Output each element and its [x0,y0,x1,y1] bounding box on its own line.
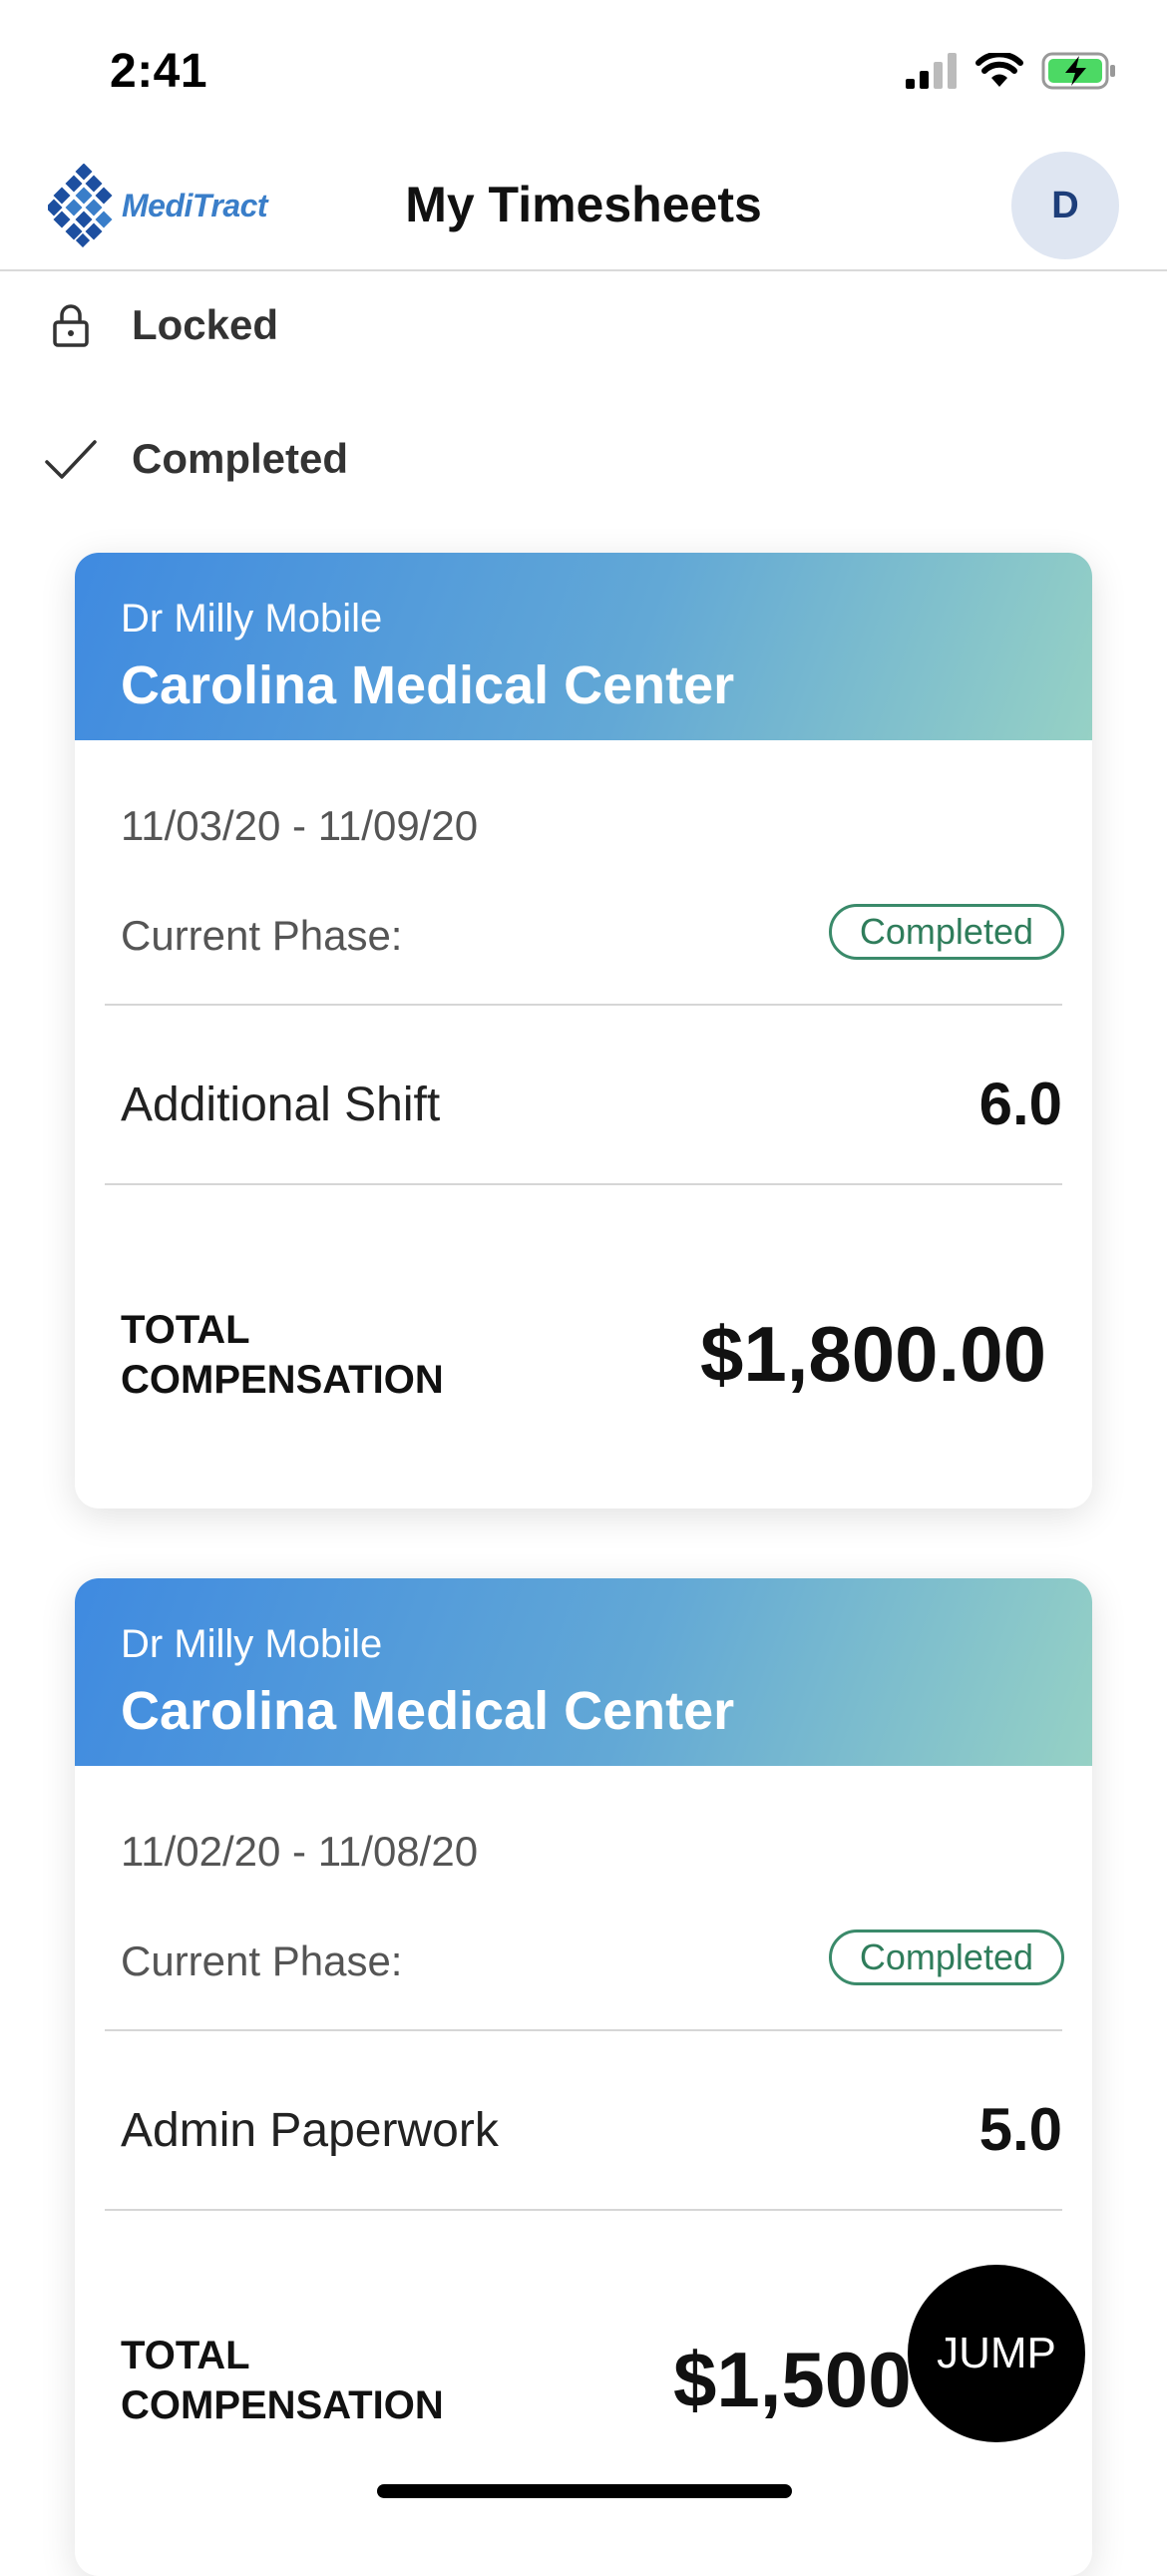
status-icons [906,52,1117,90]
filter-locked[interactable]: Locked [0,275,1167,375]
phase-label: Current Phase: [121,1937,403,1984]
phase-label: Current Phase: [121,912,403,959]
card-header: Dr Milly Mobile Carolina Medical Center [75,553,1092,740]
status-badge: Completed [828,1930,1064,1985]
status-time: 2:41 [110,45,208,98]
checkmark-icon [45,440,97,479]
total-compensation-label: TOTAL COMPENSATION [121,2334,444,2427]
shift-type: Additional Shift [121,1078,441,1131]
jump-button[interactable]: JUMP [908,2265,1085,2442]
facility-name: Carolina Medical Center [121,1681,735,1741]
provider-name: Dr Milly Mobile [121,1622,383,1666]
divider [105,2209,1062,2211]
battery-charging-icon [1041,52,1115,90]
date-range: 11/03/20 - 11/09/20 [121,802,479,849]
shift-hours: 6.0 [978,1071,1062,1137]
filter-label-completed: Completed [132,435,349,482]
wifi-icon [975,53,1023,87]
app-header: MediTract My Timesheets D [0,140,1167,271]
meditract-logo-icon [48,164,113,247]
facility-name: Carolina Medical Center [121,655,735,715]
status-badge: Completed [828,904,1064,960]
divider [105,1183,1062,1185]
logo-text: MediTract [122,187,268,223]
total-compensation-label: TOTAL COMPENSATION [121,1308,444,1402]
home-indicator[interactable] [377,2484,792,2498]
meditract-logo[interactable]: MediTract [48,164,268,247]
filter-completed[interactable]: Completed [0,409,1167,509]
avatar[interactable]: D [1011,152,1119,259]
divider [105,2029,1062,2031]
filter-label-locked: Locked [132,301,279,348]
timesheet-card[interactable]: Dr Milly Mobile Carolina Medical Center … [75,553,1092,1508]
provider-name: Dr Milly Mobile [121,597,383,641]
shift-hours: 5.0 [978,2096,1062,2163]
total-compensation-amount: $1,500 [673,2336,912,2423]
date-range: 11/02/20 - 11/08/20 [121,1828,479,1875]
card-header: Dr Milly Mobile Carolina Medical Center [75,1578,1092,1766]
shift-type: Admin Paperwork [121,2104,499,2157]
cellular-signal-icon [906,53,957,89]
lock-icon [53,304,89,347]
page-title: My Timesheets [405,177,762,232]
divider [105,1004,1062,1006]
timesheet-card[interactable]: Dr Milly Mobile Carolina Medical Center … [75,1578,1092,2576]
total-compensation-amount: $1,800.00 [699,1310,1046,1398]
status-bar: 2:41 [0,0,1167,140]
